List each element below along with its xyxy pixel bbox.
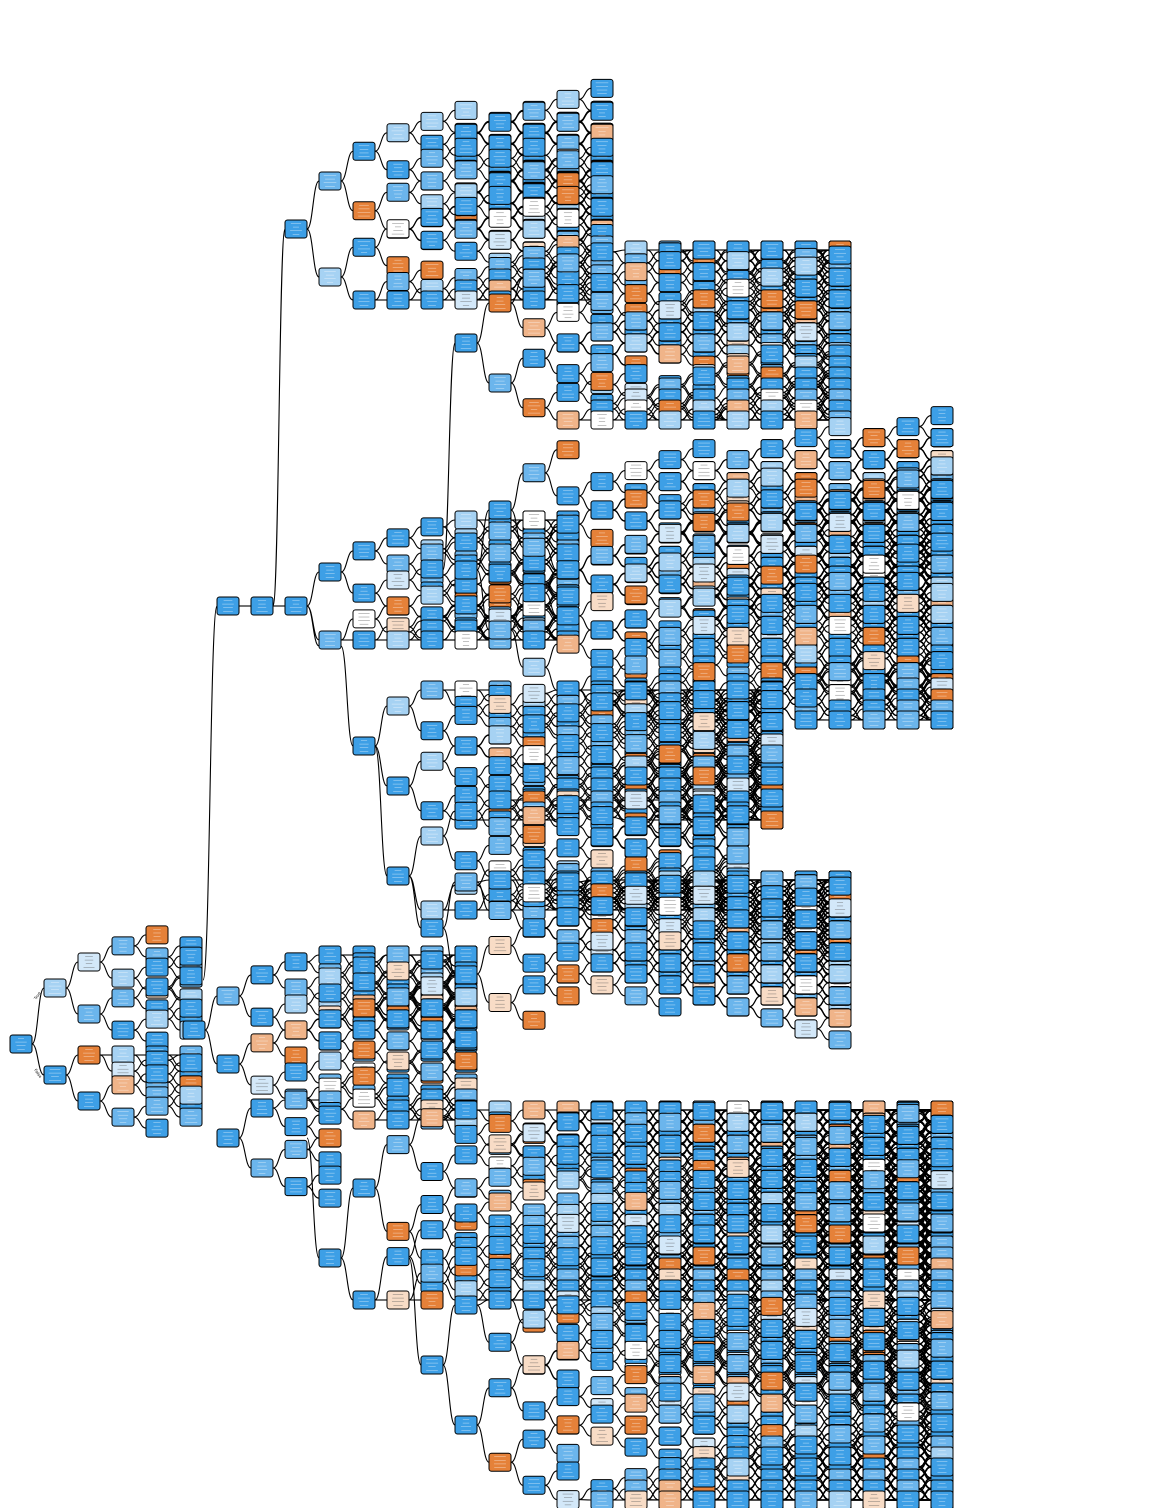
tree-edge — [409, 181, 421, 192]
tree-edge — [134, 1030, 146, 1041]
tree-edge — [307, 181, 319, 229]
tree-edge — [100, 1085, 112, 1101]
tree-edge — [477, 278, 489, 289]
tree-edge — [443, 170, 455, 181]
tree-edge — [168, 1019, 180, 1030]
tree-edge — [477, 206, 489, 217]
tree-trunk-edge — [341, 646, 353, 746]
tree-edge — [409, 289, 421, 300]
tree-trunk-edge — [203, 606, 217, 980]
tree-edge — [545, 144, 557, 155]
tree-edge — [443, 206, 455, 217]
tree-edge — [579, 88, 591, 99]
tree-edge — [409, 282, 421, 293]
tree-edge — [66, 1055, 78, 1075]
tree-edge — [443, 121, 455, 132]
tree-edge — [511, 229, 523, 240]
tree-edge — [443, 240, 455, 251]
tree-edge — [545, 263, 557, 278]
tree-edge — [341, 151, 353, 181]
tree-edge — [100, 1055, 112, 1071]
tree-edge — [443, 278, 455, 289]
tree-edge — [375, 247, 387, 265]
tree-edge — [375, 151, 387, 169]
tree-edge — [341, 277, 353, 300]
tree-edge — [409, 217, 421, 228]
tree-edge — [443, 133, 455, 144]
tree-edge — [545, 289, 557, 300]
tree-edge — [307, 229, 319, 277]
tree-edge — [100, 1014, 112, 1030]
tree-edge — [134, 998, 146, 1009]
tree-edge — [341, 247, 353, 277]
tree-edge — [375, 282, 387, 300]
tree-edge — [443, 110, 455, 121]
tree-edge — [375, 211, 387, 229]
tree-edge — [477, 251, 489, 262]
tree-edge — [545, 99, 557, 110]
tree-edge — [66, 1075, 78, 1101]
tree-edge — [66, 962, 78, 988]
tree-edge — [375, 229, 387, 247]
tree-edge — [409, 133, 421, 144]
tree-edge — [477, 289, 489, 300]
tree-edge — [409, 170, 421, 181]
tree-edge — [477, 169, 489, 180]
tree-edge — [579, 99, 591, 110]
tree-edge — [409, 270, 421, 281]
tree-trunk-edge — [443, 343, 455, 570]
tree-edge — [375, 133, 387, 151]
tree-edge — [409, 192, 421, 203]
tree-edge — [477, 303, 489, 343]
tree-edge — [477, 240, 489, 251]
tree-edge — [443, 217, 455, 228]
tree-edge — [341, 181, 353, 211]
tree-edge — [443, 181, 455, 192]
tree-edge — [100, 962, 112, 978]
tree-edge — [134, 935, 146, 946]
tree-edge — [443, 289, 455, 300]
tree-edge — [100, 946, 112, 962]
tree-edge — [134, 946, 146, 957]
tree-edge — [545, 110, 557, 121]
tree-edge — [100, 998, 112, 1014]
tree-edge — [168, 1106, 180, 1117]
tree-edge — [409, 121, 421, 132]
tree-edge — [477, 267, 489, 278]
tree-edge — [375, 192, 387, 210]
tree-edge — [443, 193, 455, 204]
tree-edge — [134, 1117, 146, 1128]
tree-trunk-edge — [273, 229, 285, 606]
tree-edge — [134, 967, 146, 978]
tree-edge — [134, 1019, 146, 1030]
tree-edge — [443, 229, 455, 240]
tree-edge — [409, 229, 421, 240]
tree-edge — [66, 988, 78, 1014]
tree-edge — [511, 240, 523, 251]
tree-edge — [100, 1101, 112, 1117]
tree-edge — [613, 250, 625, 252]
tree-edge — [477, 144, 489, 155]
tree-edge — [134, 1085, 146, 1096]
tree-edge — [443, 158, 455, 169]
tree-edge — [134, 1106, 146, 1117]
tree-edge — [168, 946, 180, 957]
tree-edge — [409, 158, 421, 169]
tree-trunk-edge — [409, 876, 421, 928]
